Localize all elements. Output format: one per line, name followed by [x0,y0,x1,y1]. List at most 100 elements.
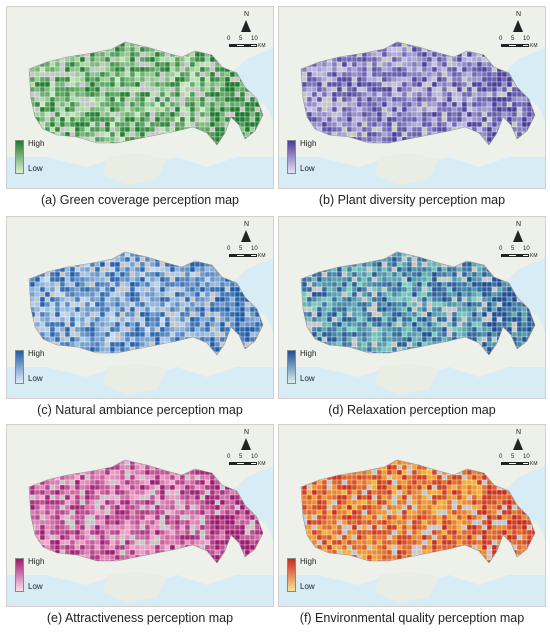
grid-cell [476,286,483,293]
grid-cell [376,101,383,108]
grid-cell [351,331,358,338]
grid-cell [476,86,483,93]
grid-cell [99,286,106,293]
grid-cell [109,346,116,353]
grid-cell [214,494,221,501]
grid-cell [265,62,270,67]
grid-cell [149,479,156,486]
grid-cell [39,509,46,516]
grid-cell [54,331,61,338]
grid-cell [491,306,498,313]
grid-cell [44,301,51,308]
grid-cell [311,91,318,98]
grid-cell [64,116,71,123]
grid-cell [69,106,76,113]
grid-cell [244,276,251,283]
grid-cell [421,306,428,313]
grid-cell [179,101,186,108]
grid-cell [99,61,106,68]
grid-cell [351,281,358,288]
grid-cell [59,514,66,521]
grid-cell [451,111,458,118]
grid-cell [139,131,146,138]
grid-cell [371,276,378,283]
grid-cell [239,71,246,78]
grid-cell [361,296,368,303]
grid-cell [326,121,333,128]
grid-cell [189,121,196,128]
grid-cell [59,96,66,103]
grid-cell [44,86,51,93]
grid-cell [336,316,343,323]
grid-cell [114,101,121,108]
grid-cell [129,504,136,511]
grid-cell [391,66,398,73]
grid-cell [219,509,226,516]
grid-cell [446,281,453,288]
grid-cell [249,499,256,506]
grid-cell [516,311,523,318]
grid-cell [59,321,66,328]
grid-cell [436,281,443,288]
grid-cell [54,61,61,68]
grid-cell [254,316,261,323]
grid-cell [204,509,211,516]
grid-cell [341,126,348,133]
grid-cell [491,71,498,78]
grid-cell [174,331,181,338]
grid-cell [244,291,251,298]
grid-cell [119,464,126,471]
grid-cell [209,336,216,343]
grid-cell [411,91,418,98]
grid-cell [386,106,393,113]
grid-cell [496,301,503,308]
grid-cell [104,286,111,293]
grid-cell [169,331,176,338]
grid-cell [104,306,111,313]
grid-cell [426,321,433,328]
grid-cell [476,281,483,288]
grid-cell [49,296,56,303]
grid-cell [179,276,186,283]
grid-cell [139,311,146,318]
grid-cell [259,271,263,278]
grid-cell [149,306,156,313]
grid-cell [74,504,81,511]
grid-cell [416,116,423,123]
grid-cell [254,81,261,88]
grid-cell [426,331,433,338]
grid-cell [109,66,116,73]
grid-cell [144,91,151,98]
grid-cell [441,66,448,73]
grid-cell [54,91,61,98]
grid-cell [431,326,438,333]
grid-cell [99,281,106,288]
grid-cell [234,326,241,333]
grid-cell [311,111,318,118]
grid-cell [179,61,186,68]
grid-cell [254,494,261,501]
grid-cell [164,326,171,333]
grid-cell [64,71,71,78]
grid-cell [306,96,313,103]
grid-cell [224,71,231,78]
grid-cell [89,66,96,73]
grid-cell [94,316,101,323]
grid-cell [249,81,256,88]
grid-cell [531,61,535,68]
grid-cell [426,271,433,278]
grid-cell [421,311,428,318]
grid-cell [94,96,101,103]
grid-cell [199,301,206,308]
grid-cell [54,326,61,333]
grid-cell [169,479,176,486]
grid-cell [259,266,263,273]
grid-cell [164,116,171,123]
grid-cell [486,336,493,343]
grid-cell [34,291,41,298]
legend-low-label: Low [28,374,43,383]
grid-cell [44,281,51,288]
grid-cell [164,71,171,78]
grid-cell [501,321,508,328]
grid-cell [169,71,176,78]
